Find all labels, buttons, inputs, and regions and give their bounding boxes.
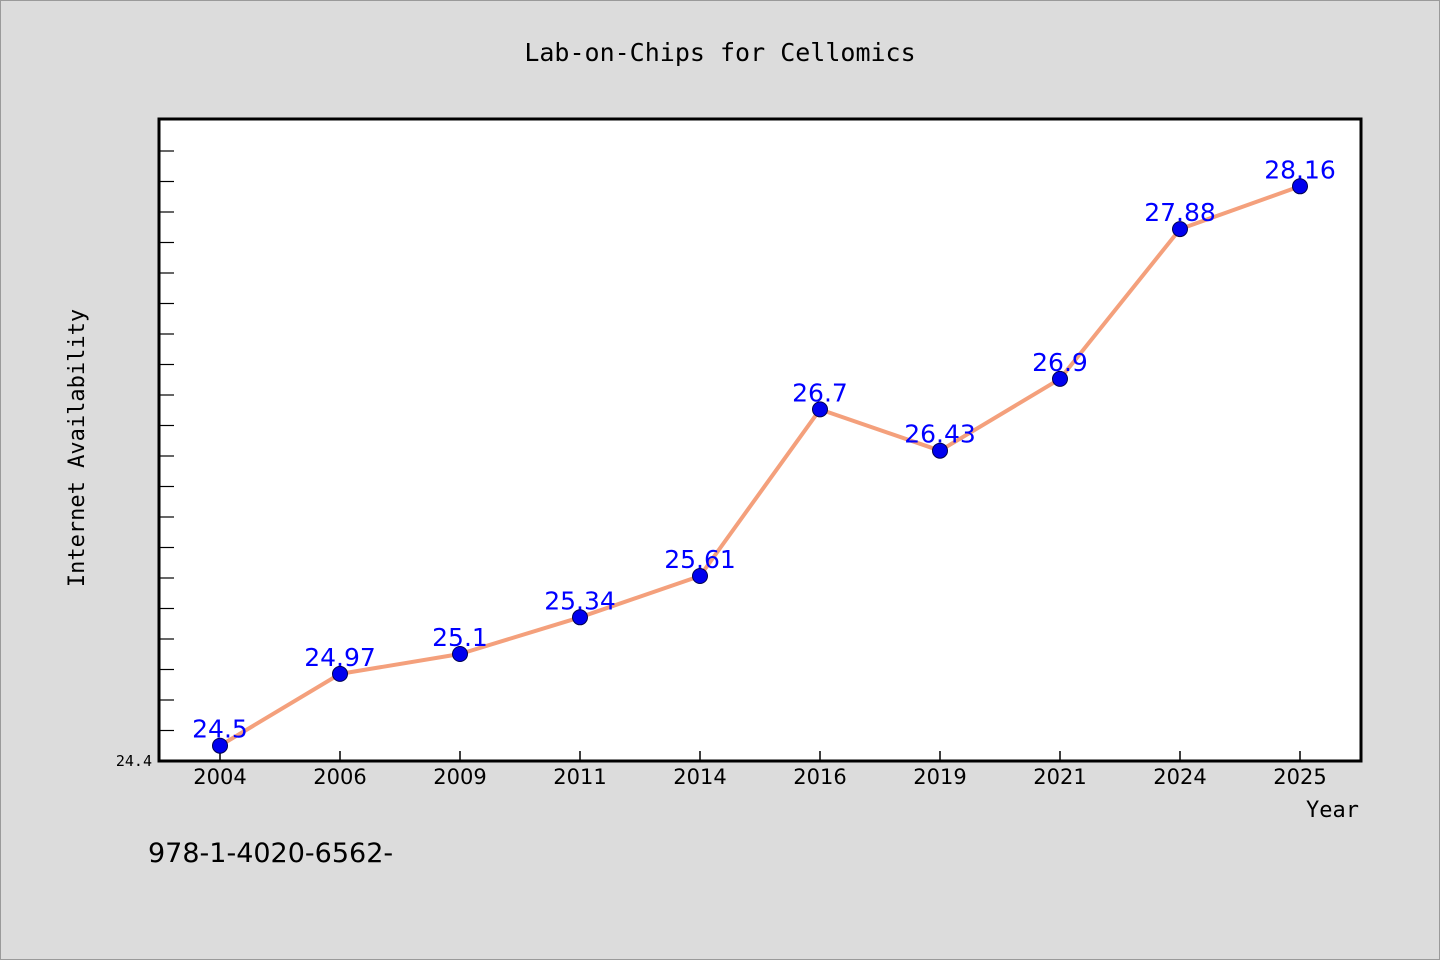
data-point-marker — [1172, 221, 1188, 238]
y-axis-min-label: 24.4 — [116, 752, 152, 770]
plot-area — [157, 117, 1363, 763]
data-point-marker — [452, 646, 468, 662]
data-point-marker — [812, 401, 828, 418]
x-tick-label: 2016 — [793, 765, 846, 789]
x-axis-ticks: 2004 2006 2009 2011 2014 2016 2019 2021 2024 2025 — [193, 751, 1327, 789]
data-point-marker — [692, 568, 708, 584]
data-label: 25.34 — [544, 586, 616, 615]
data-label: 24.5 — [192, 715, 248, 744]
data-point-marker — [1292, 178, 1308, 195]
series-line — [218, 184, 1302, 748]
y-axis-minor-ticks — [159, 150, 174, 732]
data-point-marker — [1052, 370, 1068, 387]
chart-title: Lab-on-Chips for Cellomics — [524, 38, 915, 67]
x-tick-label: 2011 — [553, 765, 606, 789]
data-point-marker — [572, 609, 588, 626]
x-axis-title: Year — [1306, 798, 1359, 823]
data-label: 26.43 — [904, 420, 976, 449]
data-label: 25.61 — [664, 545, 736, 574]
x-tick-label: 2019 — [913, 765, 966, 789]
x-tick-label: 2006 — [313, 765, 366, 789]
x-tick-label: 2004 — [193, 765, 246, 789]
series-layer: 24.5 24.97 25.1 25.34 25.61 26.7 26.43 26.9 27.8… — [192, 155, 1336, 754]
data-point-marker — [332, 665, 348, 682]
data-point-marker — [212, 737, 228, 754]
data-point-marker — [932, 442, 948, 459]
footnote-isbn: 978-1-4020-6562- — [148, 838, 393, 869]
y-axis-title: Internet Availability — [65, 309, 90, 587]
data-label: 26.7 — [792, 378, 848, 407]
x-tick-label: 2009 — [433, 765, 486, 789]
data-label: 24.97 — [304, 643, 376, 672]
x-tick-label: 2021 — [1033, 765, 1086, 789]
x-tick-label: 2014 — [673, 765, 726, 789]
data-label: 28.16 — [1264, 155, 1336, 184]
x-tick-label: 2025 — [1273, 765, 1326, 789]
data-label: 27.88 — [1144, 198, 1216, 227]
data-label: 25.1 — [432, 623, 488, 652]
x-tick-label: 2024 — [1153, 765, 1206, 789]
data-label: 26.9 — [1032, 348, 1088, 377]
